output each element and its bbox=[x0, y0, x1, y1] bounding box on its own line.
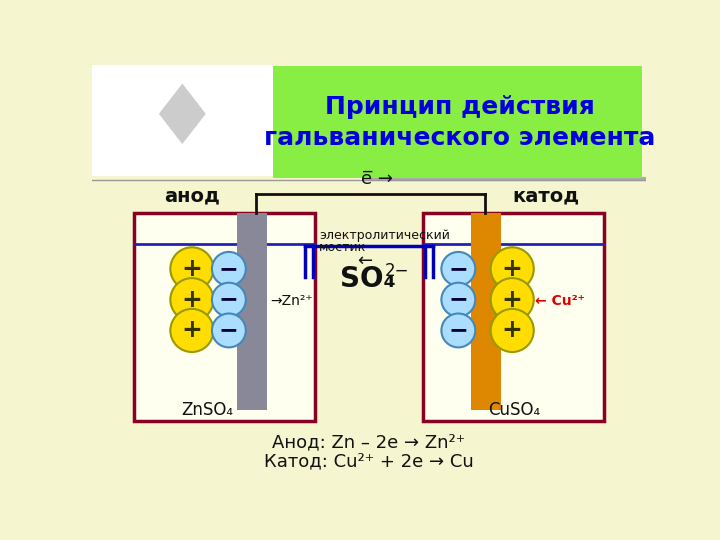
Text: +: + bbox=[502, 257, 523, 281]
Text: 2−: 2− bbox=[384, 262, 409, 280]
Circle shape bbox=[441, 252, 475, 286]
FancyBboxPatch shape bbox=[92, 65, 273, 177]
FancyBboxPatch shape bbox=[273, 66, 642, 178]
Text: Катод: Cu²⁺ + 2e → Cu: Катод: Cu²⁺ + 2e → Cu bbox=[264, 453, 474, 470]
Text: →Zn²⁺: →Zn²⁺ bbox=[271, 294, 313, 308]
Text: катод: катод bbox=[513, 187, 580, 206]
Circle shape bbox=[490, 278, 534, 321]
Text: +: + bbox=[181, 319, 202, 342]
Text: ZnSO₄: ZnSO₄ bbox=[181, 401, 233, 418]
Text: мостик: мостик bbox=[319, 241, 366, 254]
Text: −: − bbox=[219, 288, 239, 312]
Circle shape bbox=[441, 314, 475, 347]
Bar bbox=[134, 213, 315, 421]
Text: Анод: Zn – 2e → Zn²⁺: Анод: Zn – 2e → Zn²⁺ bbox=[272, 433, 466, 451]
Circle shape bbox=[212, 314, 246, 347]
Bar bbox=[471, 213, 501, 410]
Text: +: + bbox=[181, 288, 202, 312]
Text: −: − bbox=[449, 257, 468, 281]
Text: +: + bbox=[502, 288, 523, 312]
Text: −: − bbox=[449, 288, 468, 312]
Bar bbox=[237, 213, 267, 410]
Text: −: − bbox=[219, 257, 239, 281]
Text: +: + bbox=[181, 257, 202, 281]
Bar bbox=[423, 213, 604, 421]
Text: ♦: ♦ bbox=[145, 80, 220, 161]
Text: SO₄: SO₄ bbox=[340, 265, 395, 293]
Text: анод: анод bbox=[164, 187, 220, 206]
Circle shape bbox=[212, 283, 246, 316]
Text: е̅ →: е̅ → bbox=[361, 170, 392, 188]
Text: +: + bbox=[502, 319, 523, 342]
Text: CuSO₄: CuSO₄ bbox=[487, 401, 540, 418]
Text: −: − bbox=[219, 319, 239, 342]
Text: ←: ← bbox=[358, 252, 373, 270]
Circle shape bbox=[490, 309, 534, 352]
Circle shape bbox=[212, 252, 246, 286]
Circle shape bbox=[490, 247, 534, 291]
Text: Принцип действия
гальванического элемента: Принцип действия гальванического элемент… bbox=[264, 94, 655, 150]
Circle shape bbox=[171, 247, 213, 291]
Text: ← Cu²⁺: ← Cu²⁺ bbox=[534, 294, 585, 308]
Text: электролитический: электролитический bbox=[319, 230, 450, 242]
Circle shape bbox=[441, 283, 475, 316]
Text: −: − bbox=[449, 319, 468, 342]
Circle shape bbox=[171, 309, 213, 352]
Circle shape bbox=[171, 278, 213, 321]
